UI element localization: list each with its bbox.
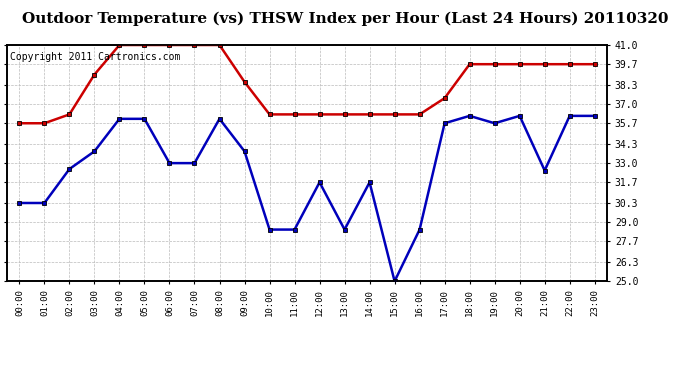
Text: Outdoor Temperature (vs) THSW Index per Hour (Last 24 Hours) 20110320: Outdoor Temperature (vs) THSW Index per … [22, 11, 668, 26]
Text: Copyright 2011 Cartronics.com: Copyright 2011 Cartronics.com [10, 52, 180, 62]
